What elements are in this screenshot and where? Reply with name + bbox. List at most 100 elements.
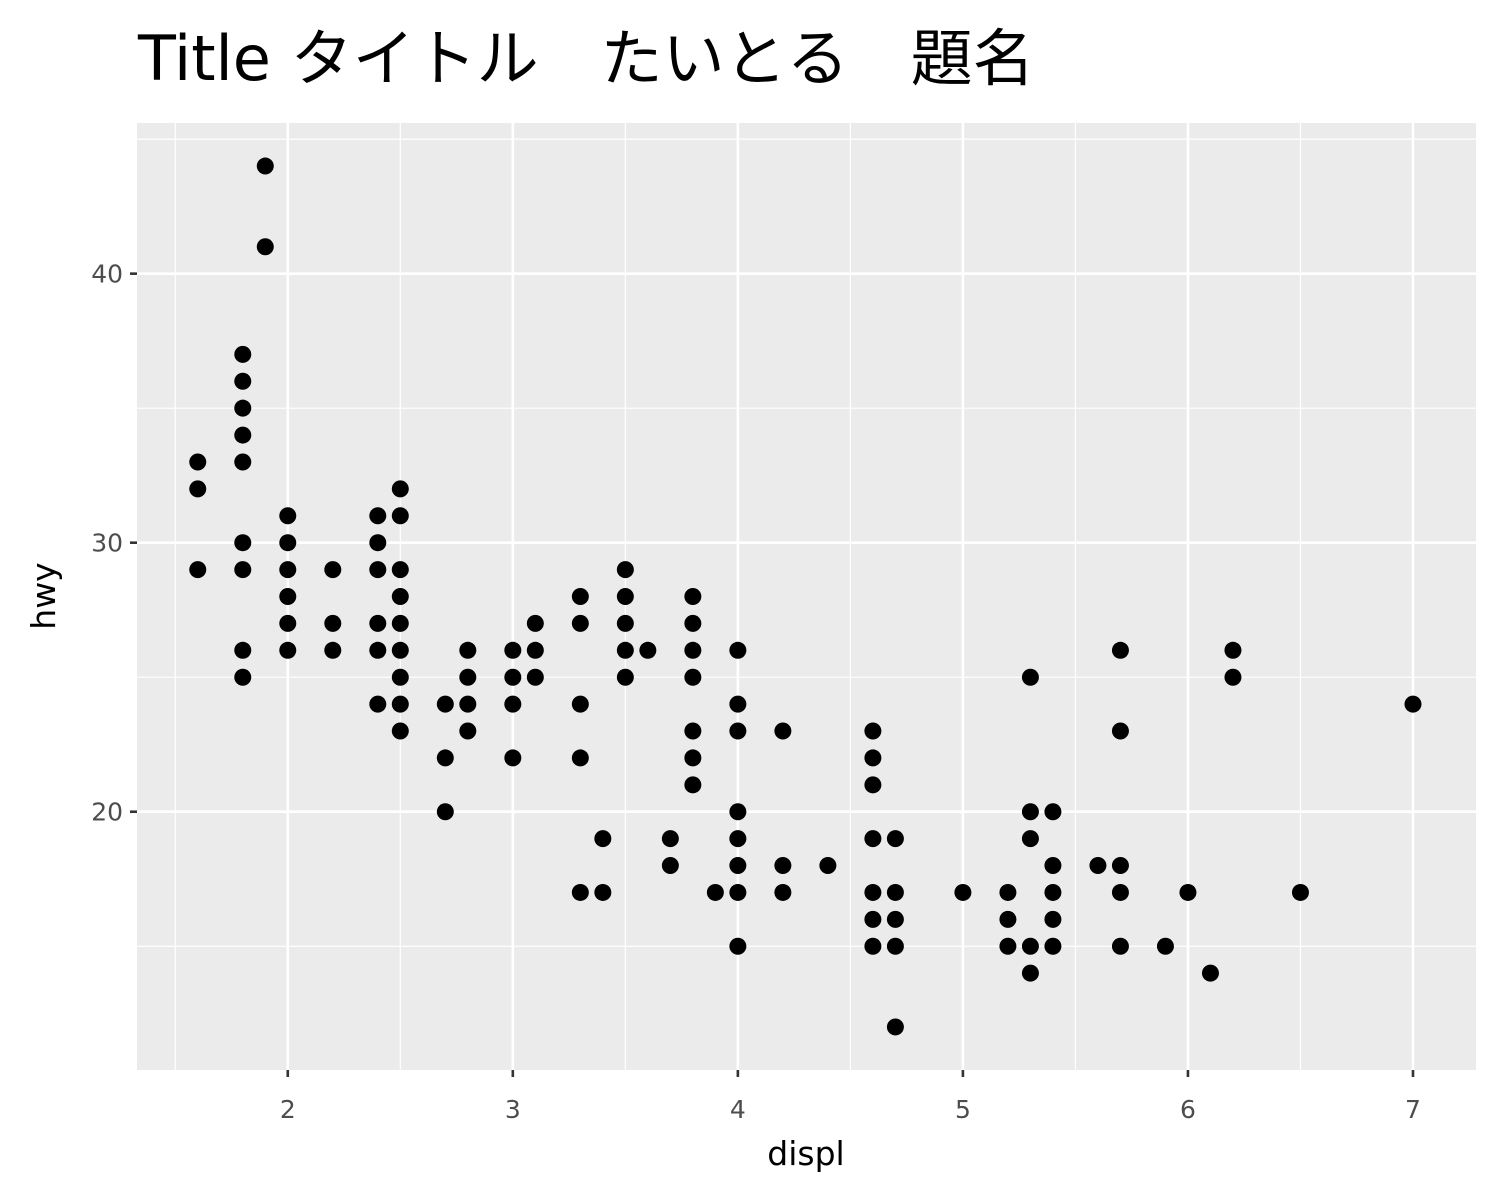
point	[684, 641, 702, 659]
point	[324, 614, 342, 632]
point	[504, 695, 522, 713]
point	[1111, 857, 1129, 875]
point	[436, 803, 454, 821]
point	[864, 883, 882, 901]
point	[571, 695, 589, 713]
point	[1179, 883, 1197, 901]
chart-title: Title タイトル たいとる 題名	[137, 22, 1035, 95]
point	[526, 668, 544, 686]
point	[864, 722, 882, 740]
x-axis-title: displ	[767, 1134, 844, 1173]
point	[616, 588, 634, 605]
point	[234, 453, 252, 471]
point	[391, 588, 409, 605]
point	[504, 641, 522, 659]
point	[234, 426, 252, 444]
point	[729, 722, 747, 740]
point	[886, 830, 904, 848]
point	[526, 614, 544, 632]
x-tick-label: 2	[280, 1095, 296, 1124]
point	[1021, 830, 1039, 848]
point	[324, 561, 342, 579]
point	[639, 641, 657, 659]
point	[886, 1018, 904, 1036]
point	[189, 561, 207, 579]
point	[1111, 937, 1129, 955]
point	[1044, 883, 1062, 901]
point	[504, 749, 522, 767]
panel	[137, 123, 1476, 1070]
point	[729, 695, 747, 713]
point	[234, 345, 252, 363]
point	[729, 883, 747, 901]
point	[459, 668, 477, 686]
point	[391, 614, 409, 632]
point	[234, 534, 252, 552]
point	[729, 803, 747, 821]
point	[774, 722, 792, 740]
point	[616, 668, 634, 686]
point	[886, 937, 904, 955]
point	[594, 883, 612, 901]
point	[571, 749, 589, 767]
point	[1021, 964, 1039, 982]
point	[729, 857, 747, 875]
point	[1111, 883, 1129, 901]
point	[661, 857, 679, 875]
point	[819, 857, 837, 875]
point	[526, 641, 544, 659]
point	[1089, 857, 1107, 875]
x-tick-label: 6	[1180, 1095, 1196, 1124]
point	[999, 937, 1017, 955]
point	[616, 614, 634, 632]
point	[684, 668, 702, 686]
point	[234, 641, 252, 659]
x-tick-label: 4	[730, 1095, 746, 1124]
point	[189, 480, 207, 498]
point	[391, 668, 409, 686]
point	[1201, 964, 1219, 982]
point	[684, 722, 702, 740]
point	[436, 749, 454, 767]
point	[391, 722, 409, 740]
point	[391, 695, 409, 713]
point	[324, 641, 342, 659]
point	[459, 641, 477, 659]
point	[571, 614, 589, 632]
point	[999, 910, 1017, 928]
point	[774, 883, 792, 901]
point	[864, 749, 882, 767]
point	[864, 910, 882, 928]
y-axis-title: hwy	[24, 562, 63, 629]
point	[616, 641, 634, 659]
x-tick-label: 5	[955, 1095, 971, 1124]
point	[1044, 937, 1062, 955]
point	[279, 641, 297, 659]
point	[864, 776, 882, 794]
point	[459, 695, 477, 713]
point	[1044, 857, 1062, 875]
x-tick-label: 7	[1405, 1095, 1421, 1124]
point	[1291, 883, 1309, 901]
y-tick-label: 20	[91, 798, 123, 827]
point	[684, 588, 702, 605]
point	[1404, 695, 1422, 713]
point	[279, 507, 297, 525]
point	[661, 830, 679, 848]
point	[999, 883, 1017, 901]
point	[391, 507, 409, 525]
point	[684, 614, 702, 632]
point	[571, 588, 589, 605]
point	[1044, 803, 1062, 821]
point	[369, 614, 387, 632]
point	[684, 749, 702, 767]
point	[256, 238, 274, 256]
point	[369, 534, 387, 552]
point	[706, 883, 724, 901]
point	[234, 372, 252, 390]
point	[1021, 937, 1039, 955]
point	[279, 588, 297, 605]
point	[954, 883, 972, 901]
point	[391, 480, 409, 498]
point	[1044, 910, 1062, 928]
